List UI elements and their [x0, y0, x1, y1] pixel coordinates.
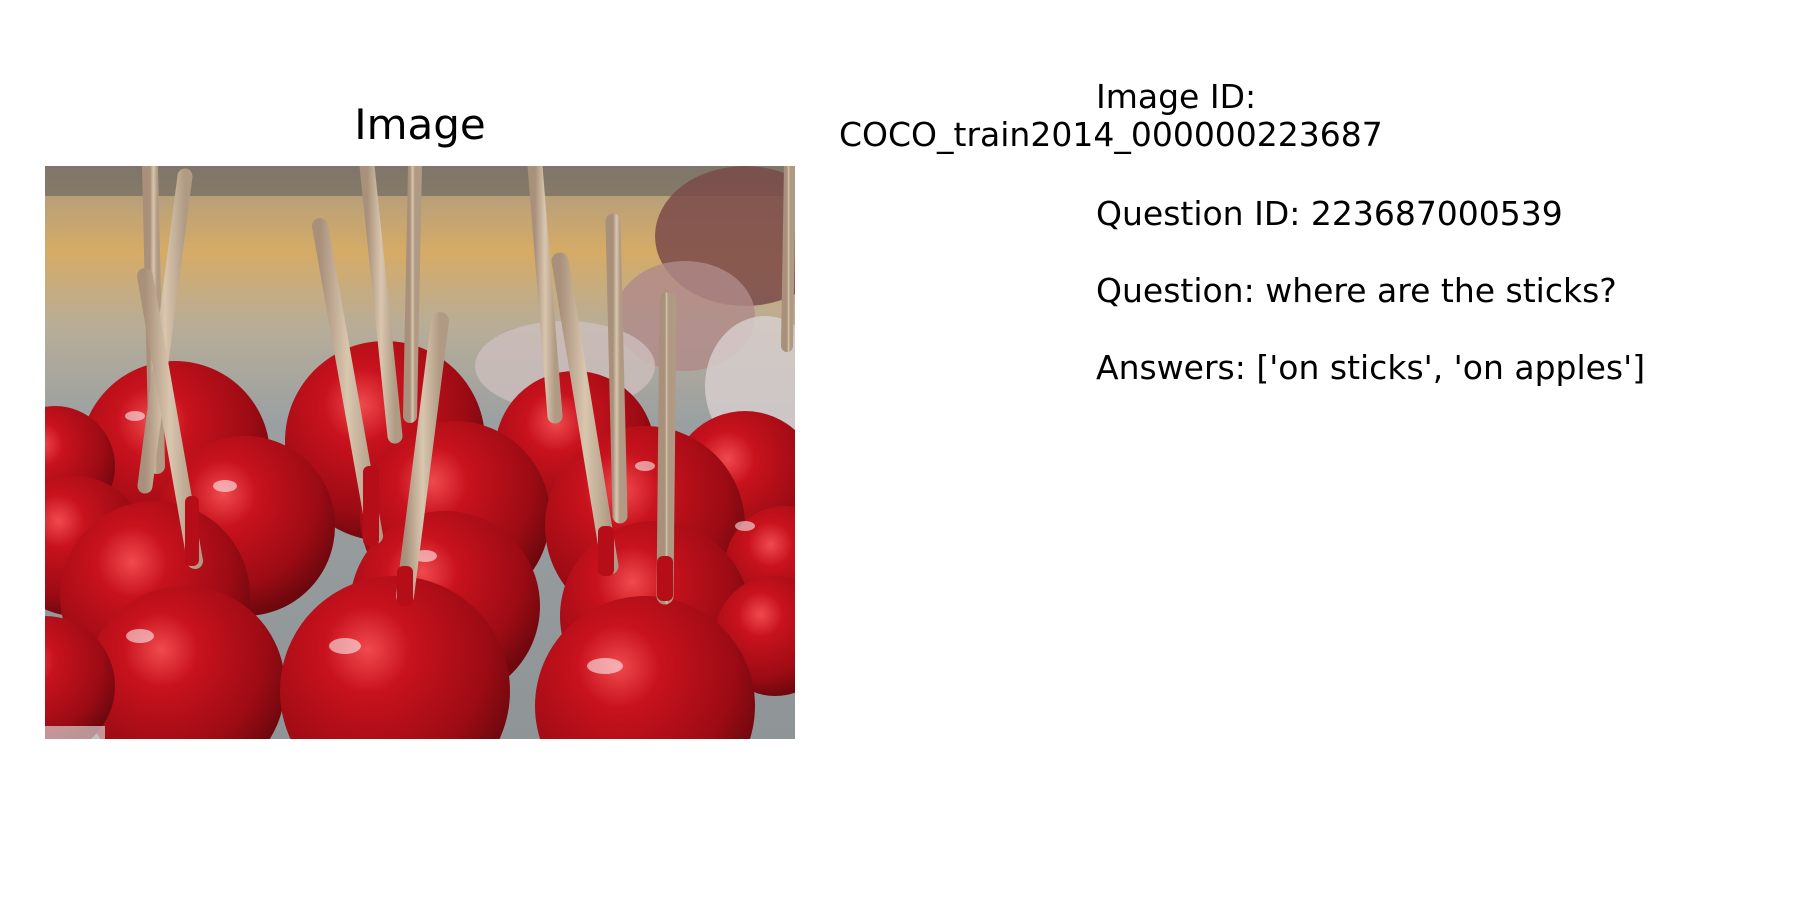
photo-illustration	[45, 166, 795, 739]
question-id-text: Question ID: 223687000539	[1096, 194, 1563, 233]
panel-title: Image	[354, 100, 486, 149]
question-text: Question: where are the sticks?	[1096, 271, 1617, 310]
answers-text: Answers: ['on sticks', 'on apples']	[1096, 348, 1646, 387]
image-id-value: COCO_train2014_000000223687	[839, 115, 1383, 154]
candy-apples-photo	[45, 166, 795, 739]
image-id-label: Image ID:	[1096, 77, 1257, 116]
